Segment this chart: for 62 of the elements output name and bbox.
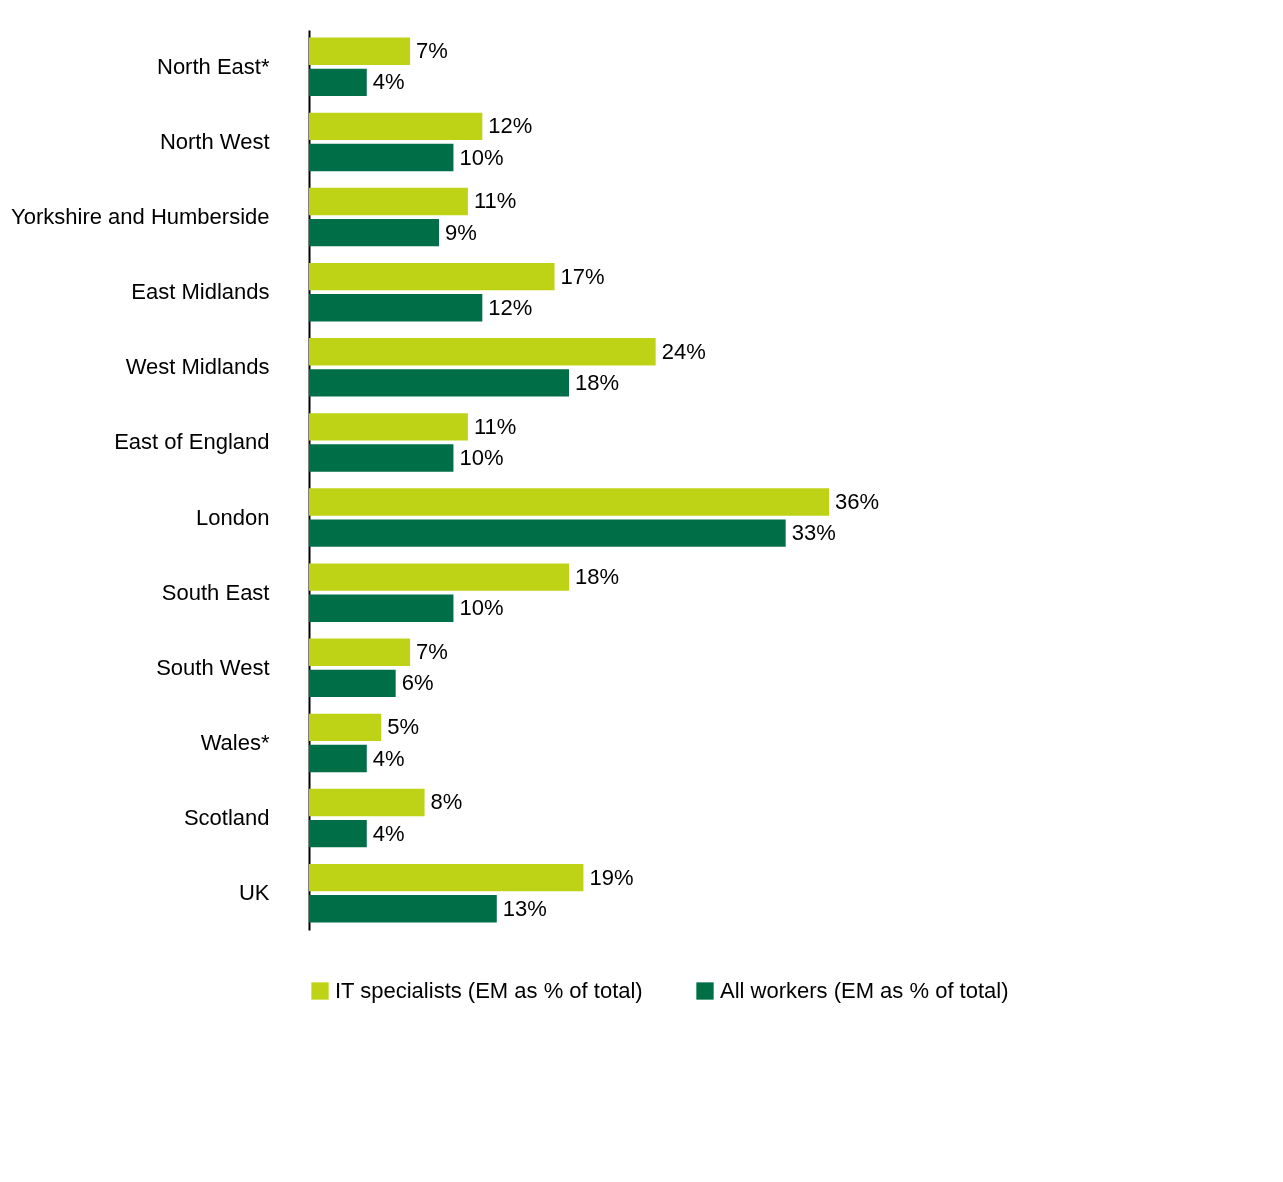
data-label: 7% (416, 38, 448, 64)
y-tick-label: East Midlands (131, 279, 270, 305)
data-label: 11% (473, 188, 517, 214)
data-label: 5% (387, 714, 420, 740)
data-label: 4% (372, 820, 405, 846)
data-label: 24% (661, 338, 706, 364)
bar (309, 413, 468, 441)
bar (309, 713, 382, 742)
bar (309, 37, 411, 65)
y-tick-label: North West (159, 128, 270, 154)
bar (309, 488, 829, 516)
y-tick-label: Scotland (183, 805, 270, 831)
data-label: 11% (473, 413, 517, 439)
bar (309, 262, 555, 291)
data-label: 10% (459, 144, 504, 170)
data-label: 9% (445, 219, 477, 245)
bar (309, 788, 425, 817)
y-tick-label: North East* (157, 53, 270, 79)
data-label: 4% (372, 745, 405, 771)
bar (309, 68, 367, 97)
bar (309, 369, 569, 397)
data-label: 6% (401, 670, 434, 696)
y-tick-label: South West (156, 654, 270, 680)
data-label: 17% (560, 263, 605, 289)
y-tick-label: Yorkshire and Humberside (11, 204, 270, 230)
bar (309, 338, 656, 366)
y-tick-label: West Midlands (125, 354, 270, 380)
bar (309, 895, 497, 923)
data-label: 36% (835, 488, 880, 514)
y-tick-label: UK (238, 880, 270, 906)
bar (309, 519, 786, 547)
bar (309, 863, 584, 892)
bar (309, 638, 411, 666)
y-tick-label: Wales* (200, 729, 270, 755)
y-tick-label: East of England (114, 429, 270, 455)
data-label: 18% (575, 564, 620, 590)
y-tick-label: London (196, 504, 270, 530)
data-label: 18% (575, 369, 620, 395)
bar (309, 563, 569, 591)
legend-label: IT specialists (EM as % of total) (335, 978, 643, 1003)
data-label: 12% (488, 294, 533, 320)
legend-label: All workers (EM as % of total) (720, 978, 1009, 1003)
data-label: 13% (502, 895, 547, 921)
bar (309, 187, 468, 216)
bar (309, 669, 396, 698)
data-label: 12% (488, 113, 533, 139)
data-label: 33% (791, 520, 836, 546)
bar (309, 444, 454, 472)
data-label: 7% (416, 639, 448, 665)
bar (309, 819, 367, 848)
bar (309, 218, 439, 247)
y-tick-label: South East (161, 579, 270, 605)
bar (309, 294, 483, 322)
bar (309, 112, 483, 141)
bar (309, 143, 454, 172)
bar (309, 744, 367, 773)
data-label: 4% (372, 69, 405, 95)
data-label: 10% (459, 595, 504, 621)
bar (309, 594, 454, 622)
data-label: 10% (459, 445, 504, 471)
data-label: 8% (430, 789, 463, 815)
data-label: 19% (589, 864, 634, 890)
